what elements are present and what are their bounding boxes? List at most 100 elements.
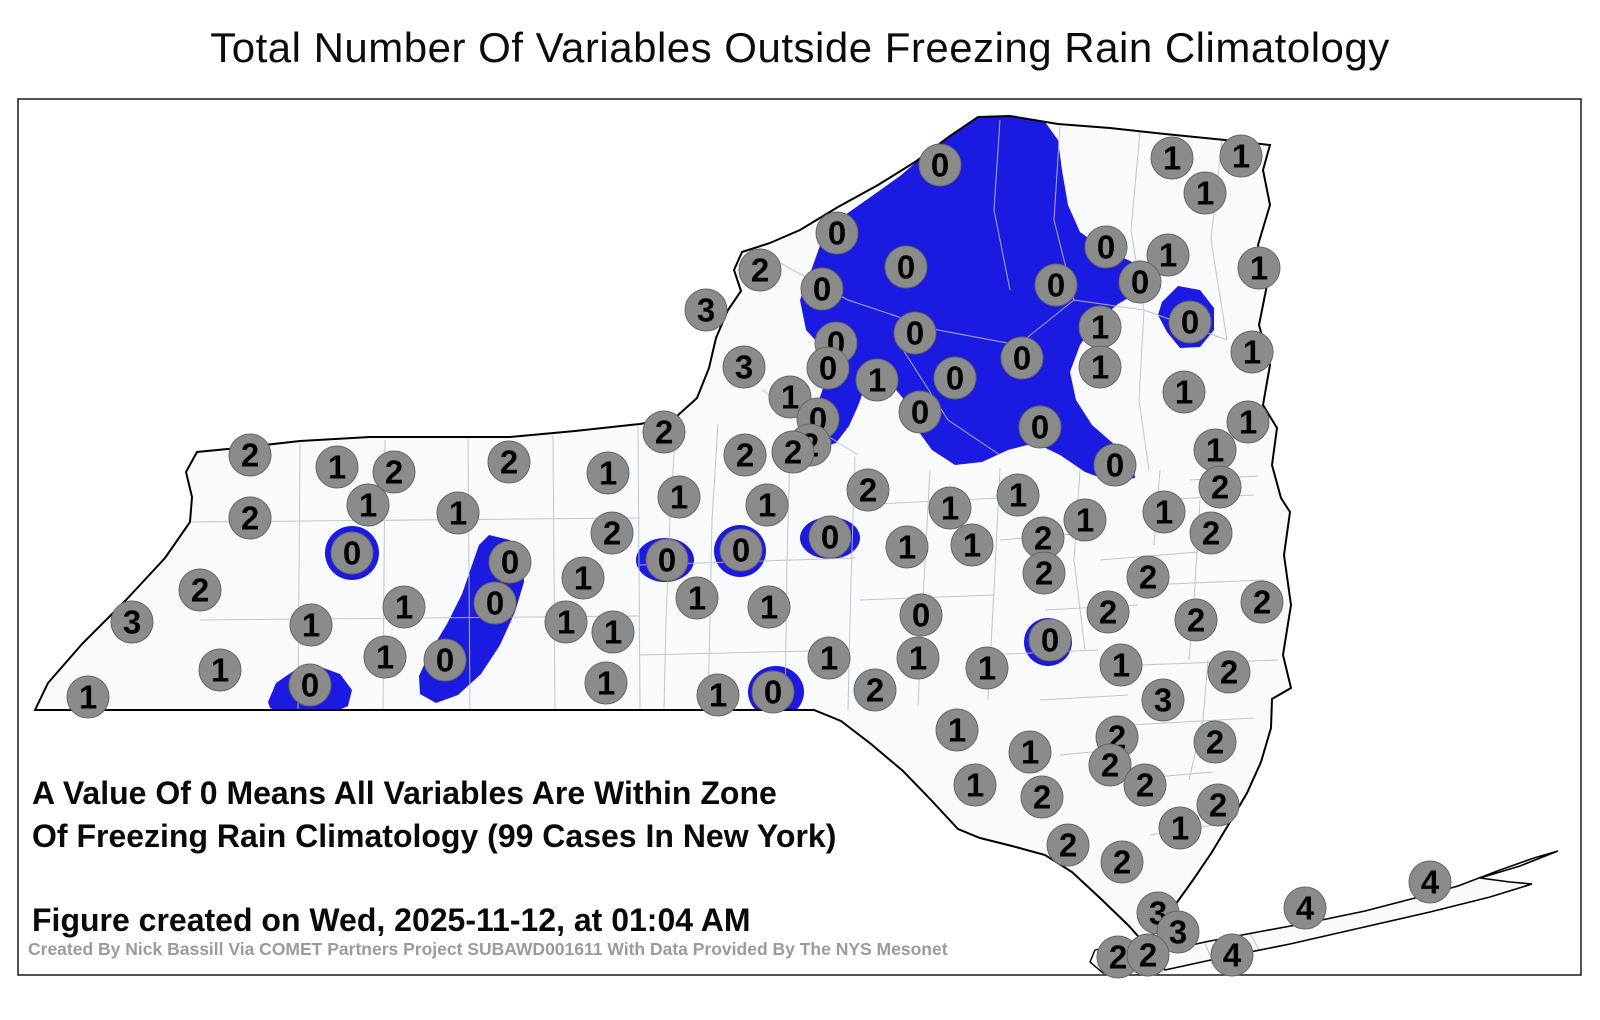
station-marker-circle: [771, 430, 815, 474]
station-value: 2: [736, 437, 754, 474]
station-marker-circle: [884, 245, 928, 289]
station-marker: 0: [1093, 443, 1137, 487]
station-marker-circle: [719, 528, 763, 572]
station-marker: 1: [1226, 400, 1270, 444]
station-marker: 0: [933, 356, 977, 400]
station-value: 2: [241, 437, 259, 474]
station-marker: 0: [898, 390, 942, 434]
station-value: 2: [1220, 654, 1238, 691]
station-marker: 2: [846, 468, 890, 512]
station-value: 2: [1202, 515, 1220, 552]
station-marker: 1: [561, 556, 605, 600]
station-marker-circle: [1183, 171, 1227, 215]
station-marker-circle: [1210, 933, 1254, 977]
station-value: 1: [781, 379, 799, 416]
station-marker-circle: [346, 483, 390, 527]
station-value: 0: [1181, 304, 1199, 341]
station-value: 4: [1421, 864, 1440, 901]
station-value: 0: [906, 315, 924, 352]
station-marker: 2: [228, 496, 272, 540]
station-marker: 4: [1210, 933, 1254, 977]
station-value: 2: [1101, 747, 1119, 784]
station-marker: 2: [590, 511, 634, 555]
station-marker: 2: [228, 433, 272, 477]
station-marker-circle: [745, 483, 789, 527]
station-marker-circle: [487, 440, 531, 484]
station-value: 1: [1159, 237, 1177, 274]
station-marker-circle: [591, 610, 635, 654]
station-value: 0: [1013, 340, 1031, 377]
station-value: 1: [688, 580, 706, 617]
station-value: 1: [966, 767, 984, 804]
station-marker-circle: [1008, 730, 1052, 774]
station-value: 0: [946, 360, 964, 397]
station-marker: 4: [1283, 886, 1327, 930]
station-value: 2: [385, 454, 403, 491]
station-marker-circle: [684, 288, 728, 332]
station-marker-circle: [66, 675, 110, 719]
station-value: 1: [1243, 334, 1261, 371]
station-value: 2: [1139, 937, 1157, 974]
station-marker-circle: [382, 585, 426, 629]
station-value: 0: [828, 215, 846, 252]
station-marker: 0: [1000, 336, 1044, 380]
station-marker: 0: [806, 346, 850, 390]
station-value: 0: [764, 674, 782, 711]
station-marker: 4: [1408, 860, 1452, 904]
station-marker: 2: [1100, 840, 1144, 884]
station-marker: 0: [800, 267, 844, 311]
station-marker: 0: [330, 531, 374, 575]
station-markers-layer: 0111000112000301003001110110001222122122…: [66, 134, 1452, 979]
station-marker: 2: [723, 433, 767, 477]
station-marker: 1: [382, 585, 426, 629]
station-marker: 3: [1156, 910, 1200, 954]
station-marker-circle: [1196, 783, 1240, 827]
station-value: 2: [1099, 594, 1117, 631]
note-line-2: Of Freezing Rain Climatology (99 Cases I…: [32, 818, 837, 854]
station-value: 0: [912, 597, 930, 634]
station-value: 1: [1076, 502, 1094, 539]
station-value: 1: [1239, 404, 1257, 441]
station-marker-circle: [1237, 246, 1281, 290]
station-marker: 1: [1099, 643, 1143, 687]
station-marker-circle: [1034, 263, 1078, 307]
station-marker: 1: [346, 483, 390, 527]
station-marker: 1: [1193, 428, 1237, 472]
station-marker: 2: [642, 410, 686, 454]
station-marker-circle: [996, 473, 1040, 517]
station-marker: 0: [1018, 405, 1062, 449]
station-marker: 1: [675, 576, 719, 620]
station-marker-circle: [586, 451, 630, 495]
station-marker: 0: [1168, 300, 1212, 344]
station-marker: 1: [66, 675, 110, 719]
station-value: 1: [1009, 477, 1027, 514]
station-value: 0: [1041, 622, 1059, 659]
station-value: 1: [359, 487, 377, 524]
station-marker-circle: [855, 358, 899, 402]
station-marker: 1: [1078, 305, 1122, 349]
station-value: 1: [963, 527, 981, 564]
station-marker-circle: [423, 638, 467, 682]
station-marker-circle: [1168, 300, 1212, 344]
station-value: 0: [1031, 409, 1049, 446]
station-value: 4: [1296, 890, 1315, 927]
station-marker: 2: [1022, 551, 1066, 595]
station-marker-circle: [488, 540, 532, 584]
station-marker-circle: [723, 433, 767, 477]
note-text: A Value Of 0 Means All Variables Are Wit…: [32, 772, 836, 858]
station-marker-circle: [657, 475, 701, 519]
station-marker: 0: [808, 515, 852, 559]
station-marker: 0: [1034, 263, 1078, 307]
station-value: 2: [1136, 767, 1154, 804]
station-marker: 0: [751, 670, 795, 714]
station-value: 1: [376, 639, 394, 676]
station-value: 1: [79, 679, 97, 716]
station-value: 0: [658, 542, 676, 579]
station-marker-circle: [722, 345, 766, 389]
station-marker: 1: [1237, 246, 1281, 290]
long-island-outline: [1154, 850, 1559, 971]
station-marker-circle: [228, 433, 272, 477]
station-marker: 0: [288, 663, 332, 707]
station-value: 1: [1171, 810, 1189, 847]
station-marker-circle: [288, 663, 332, 707]
